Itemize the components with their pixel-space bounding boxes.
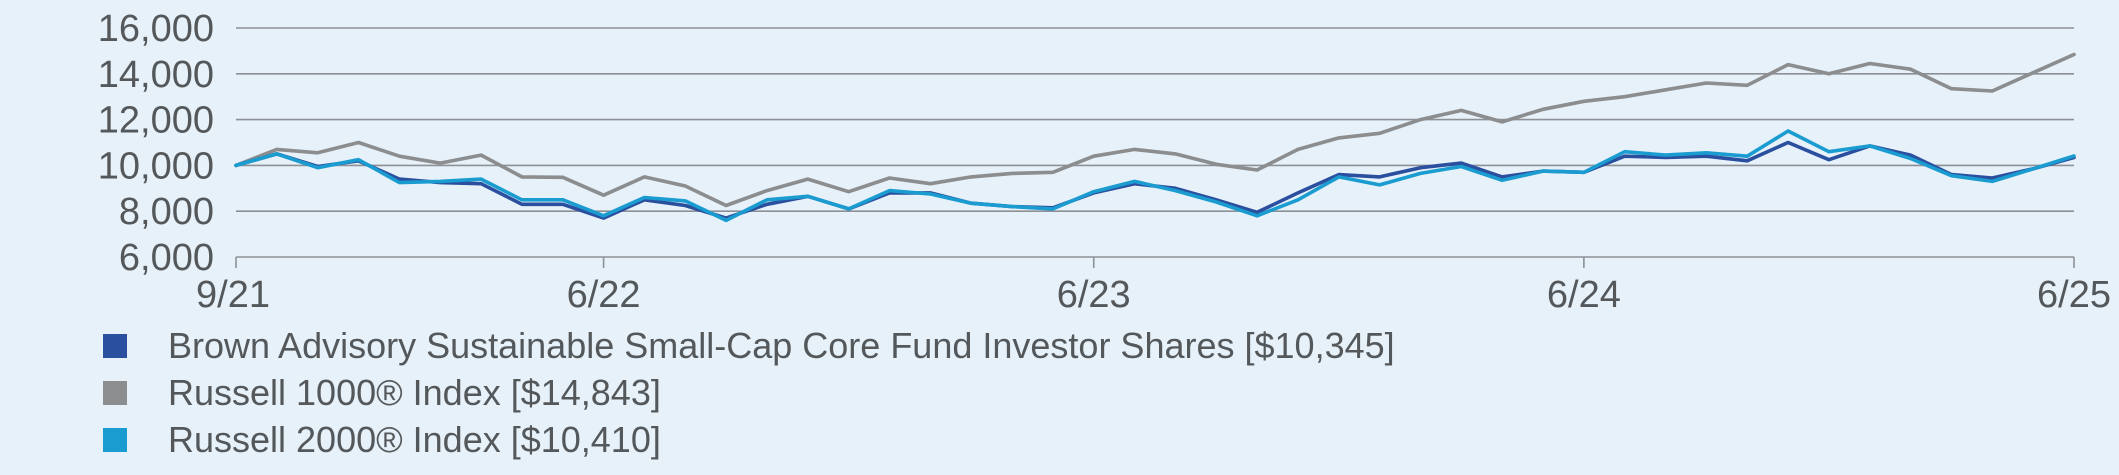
legend-label: Russell 2000® Index [$10,410] bbox=[168, 418, 661, 460]
series-line-0 bbox=[234, 52, 2076, 208]
legend: Brown Advisory Sustainable Small-Cap Cor… bbox=[103, 322, 1395, 463]
legend-item: Russell 1000® Index [$14,843] bbox=[103, 369, 1395, 416]
x-tick-label: 6/24 bbox=[1547, 274, 1621, 316]
x-axis: 9/21 6/22 6/23 6/24 6/25 bbox=[196, 257, 2111, 316]
legend-label: Brown Advisory Sustainable Small-Cap Cor… bbox=[168, 324, 1395, 366]
legend-item: Russell 2000® Index [$10,410] bbox=[103, 416, 1395, 463]
legend-label: Russell 1000® Index [$14,843] bbox=[168, 371, 661, 413]
legend-swatch bbox=[103, 333, 127, 358]
series-line-2 bbox=[234, 129, 2076, 223]
gridlines bbox=[236, 27, 2074, 258]
y-tick-label: 16,000 bbox=[98, 8, 214, 50]
y-tick-label: 10,000 bbox=[98, 145, 214, 187]
legend-swatch bbox=[103, 380, 127, 405]
x-tick-label: 6/23 bbox=[1057, 274, 1131, 316]
y-tick-label: 12,000 bbox=[98, 100, 214, 142]
legend-swatch bbox=[103, 427, 127, 452]
x-tick-label: 9/21 bbox=[196, 274, 270, 316]
y-tick-label: 14,000 bbox=[98, 54, 214, 96]
series-line-1 bbox=[234, 140, 2076, 220]
legend-item: Brown Advisory Sustainable Small-Cap Cor… bbox=[103, 322, 1395, 369]
y-tick-label: 8,000 bbox=[119, 191, 214, 233]
y-tick-label: 6,000 bbox=[119, 237, 214, 279]
x-tick-label: 6/22 bbox=[567, 274, 641, 316]
x-tick-label: 6/25 bbox=[2037, 274, 2111, 316]
series-lines bbox=[234, 52, 2076, 223]
